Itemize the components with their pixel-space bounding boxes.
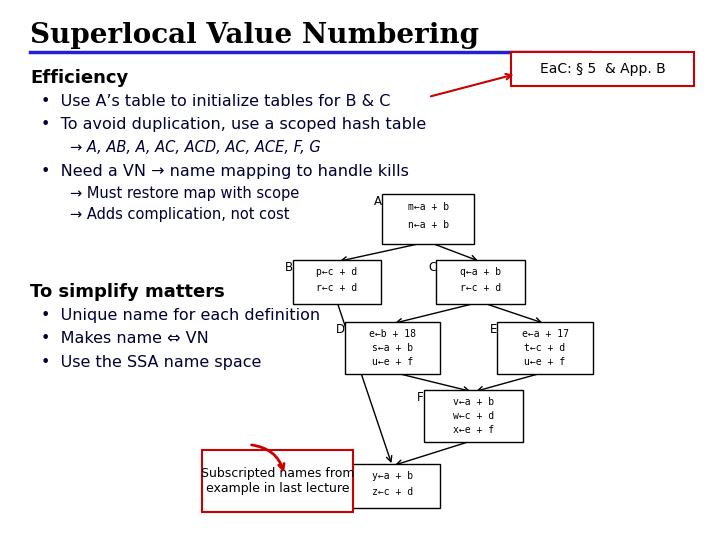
FancyBboxPatch shape [293, 260, 381, 304]
FancyBboxPatch shape [345, 464, 440, 508]
Text: x←e + f: x←e + f [453, 425, 494, 435]
Text: t←c + d: t←c + d [524, 343, 566, 353]
Text: z←c + d: z←c + d [372, 487, 413, 497]
Text: B: B [285, 261, 293, 274]
Text: u←e + f: u←e + f [524, 357, 566, 367]
Text: n←a + b: n←a + b [408, 220, 449, 229]
FancyBboxPatch shape [202, 450, 353, 512]
Text: → Must restore map with scope: → Must restore map with scope [70, 186, 299, 201]
Text: m←a + b: m←a + b [408, 201, 449, 212]
Text: → A, AB, A, AC, ACD, AC, ACE, F, G: → A, AB, A, AC, ACD, AC, ACE, F, G [70, 140, 320, 155]
FancyBboxPatch shape [510, 52, 693, 86]
Text: •  Use A’s table to initialize tables for B & C: • Use A’s table to initialize tables for… [41, 94, 390, 109]
FancyBboxPatch shape [436, 260, 525, 304]
Text: EaC: § 5  & App. B: EaC: § 5 & App. B [539, 62, 665, 76]
Text: To simplify matters: To simplify matters [30, 284, 225, 301]
Text: Subscripted names from
example in last lecture: Subscripted names from example in last l… [201, 467, 354, 495]
Text: Efficiency: Efficiency [30, 69, 128, 86]
Text: G: G [336, 465, 345, 478]
Text: C: C [428, 261, 436, 274]
Text: D: D [336, 322, 345, 336]
Text: A: A [374, 195, 382, 208]
Text: •  Need a VN → name mapping to handle kills: • Need a VN → name mapping to handle kil… [41, 164, 409, 179]
Text: v←a + b: v←a + b [453, 397, 494, 407]
Text: e←a + 17: e←a + 17 [521, 329, 569, 339]
Text: → Adds complication, not cost: → Adds complication, not cost [70, 207, 289, 221]
Text: y←a + b: y←a + b [372, 471, 413, 481]
FancyBboxPatch shape [345, 322, 440, 374]
Text: •  Use the SSA name space: • Use the SSA name space [41, 355, 261, 370]
Text: •  Unique name for each definition: • Unique name for each definition [41, 308, 320, 322]
Text: r←c + d: r←c + d [460, 283, 501, 293]
Text: p←c + d: p←c + d [317, 267, 358, 277]
FancyBboxPatch shape [382, 194, 474, 244]
Text: •  To avoid duplication, use a scoped hash table: • To avoid duplication, use a scoped has… [41, 117, 426, 132]
Text: Superlocal Value Numbering: Superlocal Value Numbering [30, 22, 479, 49]
FancyBboxPatch shape [424, 390, 523, 442]
Text: F: F [417, 391, 424, 404]
Text: s←a + b: s←a + b [372, 343, 413, 353]
FancyBboxPatch shape [498, 322, 593, 374]
Text: E: E [490, 322, 498, 336]
Text: r←c + d: r←c + d [317, 283, 358, 293]
Text: w←c + d: w←c + d [453, 411, 494, 421]
Text: u←e + f: u←e + f [372, 357, 413, 367]
Text: q←a + b: q←a + b [460, 267, 501, 277]
Text: e←b + 18: e←b + 18 [369, 329, 415, 339]
Text: •  Makes name ⇔ VN: • Makes name ⇔ VN [41, 331, 209, 346]
